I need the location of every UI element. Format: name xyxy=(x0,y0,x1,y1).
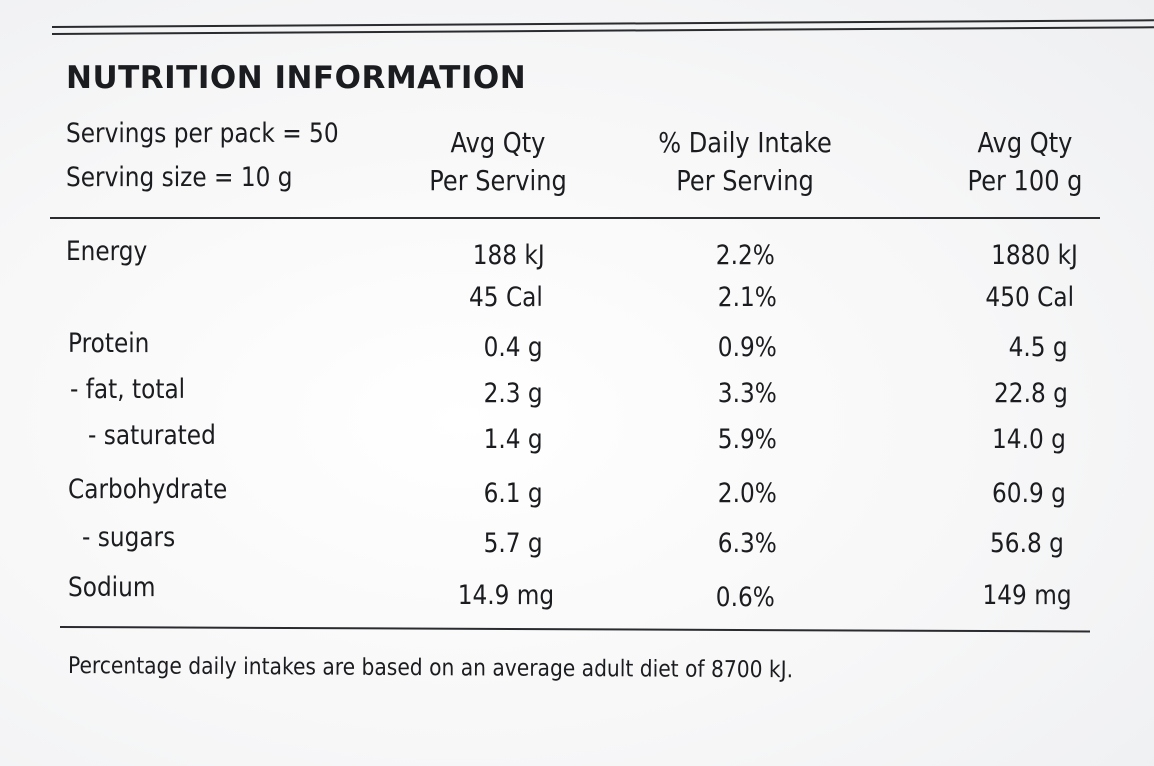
column-header-daily-intake: % Daily Intake Per Serving xyxy=(658,126,832,197)
row-label-fat-total: - fat, total xyxy=(70,374,186,405)
row-label-protein: Protein xyxy=(68,328,150,359)
label-title: NUTRITION INFORMATION xyxy=(66,60,527,96)
bottom-rule xyxy=(59,626,1090,633)
column-header-per-100g: Avg Qty Per 100 g xyxy=(967,126,1083,197)
table-cell-per-serving: 45 Cal xyxy=(469,282,543,313)
table-cell-per-serving: 14.9 mg xyxy=(457,580,554,611)
table-cell-per-serving: 2.3 g xyxy=(483,378,543,409)
table-cell-per-100g: 56.8 g xyxy=(990,528,1064,559)
table-cell-daily-intake: 5.9% xyxy=(717,424,777,455)
row-label-saturated: - saturated xyxy=(88,420,216,451)
table-cell-per-serving: 0.4 g xyxy=(483,332,543,363)
table-cell-daily-intake: 0.9% xyxy=(717,332,777,363)
table-cell-per-100g: 22.8 g xyxy=(994,378,1068,409)
top-rule-lower xyxy=(51,26,1154,35)
table-cell-daily-intake: 0.6% xyxy=(715,582,775,613)
table-cell-per-serving: 188 kJ xyxy=(473,240,545,271)
servings-per-pack: Servings per pack = 50 xyxy=(66,118,339,149)
table-cell-daily-intake: 3.3% xyxy=(717,378,777,409)
table-cell-per-100g: 1880 kJ xyxy=(991,240,1078,271)
footnote: Percentage daily intakes are based on an… xyxy=(67,653,794,684)
table-cell-per-100g: 60.9 g xyxy=(992,478,1066,509)
row-label-sodium: Sodium xyxy=(68,572,156,603)
table-cell-per-100g: 4.5 g xyxy=(1008,332,1068,363)
table-cell-per-100g: 149 mg xyxy=(982,580,1072,611)
table-cell-per-serving: 1.4 g xyxy=(483,424,543,455)
table-cell-daily-intake: 2.0% xyxy=(717,478,777,509)
table-cell-per-serving: 5.7 g xyxy=(483,528,543,559)
table-cell-per-100g: 450 Cal xyxy=(985,282,1074,313)
header-rule xyxy=(50,217,1100,219)
table-cell-per-serving: 6.1 g xyxy=(483,478,543,509)
table-cell-per-100g: 14.0 g xyxy=(992,424,1066,455)
table-cell-daily-intake: 2.1% xyxy=(717,282,777,313)
table-cell-daily-intake: 6.3% xyxy=(717,528,777,559)
table-cell-daily-intake: 2.2% xyxy=(715,240,775,271)
column-header-per-serving: Avg Qty Per Serving xyxy=(429,126,567,197)
row-label-carbohydrate: Carbohydrate xyxy=(68,474,228,505)
row-label-sugars: - sugars xyxy=(82,522,176,553)
serving-size: Serving size = 10 g xyxy=(66,162,293,193)
row-label-energy: Energy xyxy=(66,236,148,267)
